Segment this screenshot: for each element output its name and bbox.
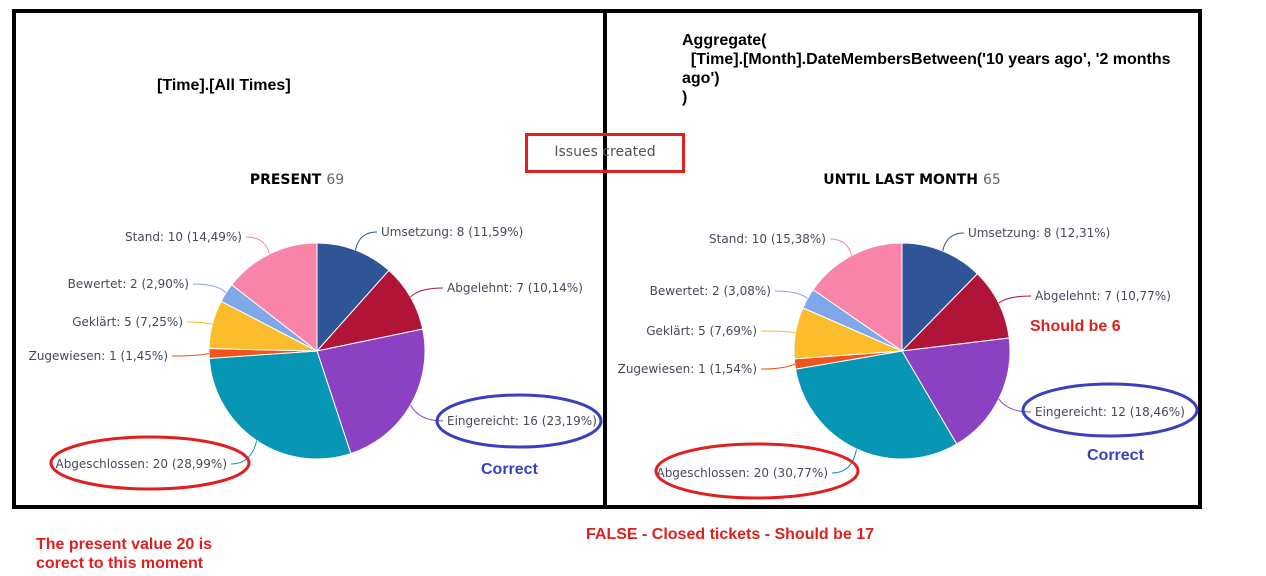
slice-label-geklaert: Geklärt: 5 (7,25%)	[72, 315, 183, 329]
slice-label-bewertet: Bewertet: 2 (2,90%)	[68, 277, 189, 291]
chart-title-until-last-month: UNTIL LAST MONTH 65	[823, 172, 1001, 188]
connector-umsetzung	[942, 232, 965, 252]
slice-label-abgeschlossen: Abgeschlossen: 20 (30,77%)	[656, 466, 828, 480]
correct-right-note: Correct	[1087, 447, 1144, 464]
slice-label-eingereicht: Eingereicht: 12 (18,46%)	[1035, 405, 1185, 419]
connector-eingereicht	[998, 398, 1032, 413]
false-closed-tickets-note: FALSE - Closed tickets - Should be 17	[586, 526, 875, 543]
ellipse-eingereicht-right	[1021, 382, 1199, 438]
pie-slice-eingereicht[interactable]	[901, 337, 1011, 445]
present-value-note: The present value 20 is corect to this m…	[36, 536, 213, 572]
connector-abgeschlossen	[230, 440, 258, 465]
issues-created-label: Issues created	[554, 144, 656, 160]
connector-stand	[829, 238, 853, 256]
ellipse-abgeschlossen-left	[49, 435, 251, 491]
pie-slice-stand[interactable]	[230, 242, 318, 353]
should-be-6-note: Should be 6	[1030, 318, 1121, 335]
slice-label-eingereicht: Eingereicht: 16 (23,19%)	[447, 414, 597, 428]
pie-slice-abgeschlossen[interactable]	[208, 350, 352, 460]
connector-bewertet	[192, 283, 227, 294]
ellipse-eingereicht-left	[435, 393, 603, 449]
slice-label-zugewiesen: Zugewiesen: 1 (1,45%)	[29, 349, 168, 363]
pie-slice-stand[interactable]	[812, 242, 903, 352]
right-frame	[603, 9, 1202, 509]
connector-stand	[245, 236, 270, 255]
pie-until-last-month: Umsetzung: 8 (12,31%) Abgelehnt: 7 (10,77…	[618, 226, 1185, 480]
connector-umsetzung	[355, 231, 378, 251]
ellipse-abgeschlossen-right	[654, 442, 860, 500]
slice-label-abgeschlossen: Abgeschlossen: 20 (28,99%)	[55, 457, 227, 471]
right-formula-note: Aggregate( [Time].[Month].DateMembersBet…	[682, 32, 1171, 106]
connector-eingereicht	[410, 404, 444, 422]
slice-label-abgelehnt: Abgelehnt: 7 (10,14%)	[447, 281, 583, 295]
slice-label-geklaert: Geklärt: 5 (7,69%)	[646, 324, 757, 338]
chart-title-present: PRESENT 69	[250, 172, 344, 188]
slice-label-umsetzung: Umsetzung: 8 (12,31%)	[968, 226, 1110, 240]
slice-label-abgelehnt: Abgelehnt: 7 (10,77%)	[1035, 289, 1171, 303]
pie-present: Umsetzung: 8 (11,59%) Abgelehnt: 7 (10,14…	[29, 225, 597, 471]
slice-label-stand: Stand: 10 (14,49%)	[125, 230, 242, 244]
connector-zugewiesen	[171, 353, 210, 357]
connector-abgeschlossen	[831, 448, 857, 474]
pie-slice-abgelehnt[interactable]	[900, 273, 1010, 352]
connector-abgelehnt	[410, 287, 444, 298]
connector-abgelehnt	[998, 295, 1032, 304]
connector-zugewiesen	[760, 363, 796, 370]
slice-label-bewertet: Bewertet: 2 (3,08%)	[650, 284, 771, 298]
pie-slice-eingereicht[interactable]	[316, 328, 426, 455]
slice-label-stand: Stand: 10 (15,38%)	[709, 232, 826, 246]
left-time-note: [Time].[All Times]	[157, 77, 291, 94]
slice-label-umsetzung: Umsetzung: 8 (11,59%)	[381, 225, 523, 239]
connector-geklaert	[760, 330, 796, 334]
connector-bewertet	[774, 290, 808, 299]
slice-label-zugewiesen: Zugewiesen: 1 (1,54%)	[618, 362, 757, 376]
correct-left-note: Correct	[481, 461, 538, 478]
pie-slice-abgeschlossen[interactable]	[794, 350, 958, 460]
connector-geklaert	[186, 321, 213, 325]
issues-created-box	[525, 133, 685, 173]
